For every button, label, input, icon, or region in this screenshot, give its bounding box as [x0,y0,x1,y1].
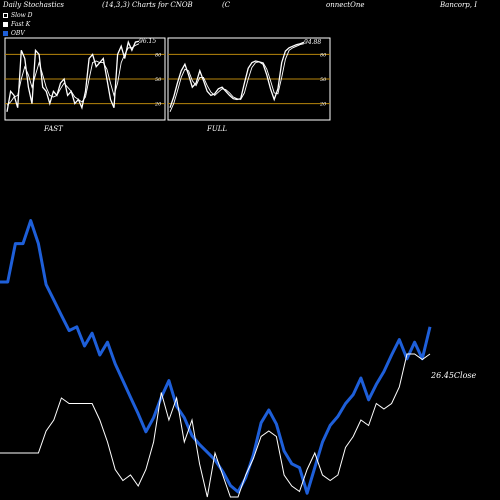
company-name-part-c: Bancorp, I [440,1,478,9]
fast-stochastic-panel: 80 50 20 96.15 [4,37,166,121]
legend-swatch-fast-k [3,22,8,27]
fast-tick-label-20: 20 [154,102,162,108]
price-line [0,353,431,498]
fast-d-line [6,43,140,106]
full-tick-label-20: 20 [319,102,327,108]
close-price-label: 26.45Close [430,371,477,380]
legend-swatch-slow-d [3,13,8,18]
chart-title-left: Daily Stochastics [3,1,65,9]
full-end-value-label: 94.88 [304,39,321,46]
legend-item-fast-k: Fast K [3,20,33,29]
fast-end-value-label: 96.15 [139,38,156,45]
full-tick-label-50: 50 [320,77,327,83]
legend-item-slow-d: Slow D [3,11,33,20]
company-name-part-b: onnectOne [326,1,365,9]
obv-price-panel [0,219,432,498]
fast-tick-label-80: 80 [155,52,162,58]
legend-label-slow-d: Slow D [11,12,33,19]
legend-item-obv: OBV [3,29,33,38]
company-name-part-a: (C [222,1,231,9]
obv-line [0,219,432,495]
chart-title-middle: (14,3,3) Charts for CNOB [102,1,193,9]
full-panel-label: FULL [206,125,227,133]
fast-tick-label-50: 50 [155,77,162,83]
fast-panel-label: FAST [43,125,64,133]
full-d-line [169,43,305,112]
legend-label-obv: OBV [11,30,25,37]
legend-swatch-obv [3,31,8,36]
fast-k-line [6,40,140,112]
full-stochastic-panel: 80 50 20 94.88 [167,37,331,121]
full-k-line [169,41,305,108]
full-tick-label-80: 80 [320,52,327,58]
legend: Slow D Fast K OBV [3,11,33,38]
legend-label-fast-k: Fast K [11,21,31,28]
